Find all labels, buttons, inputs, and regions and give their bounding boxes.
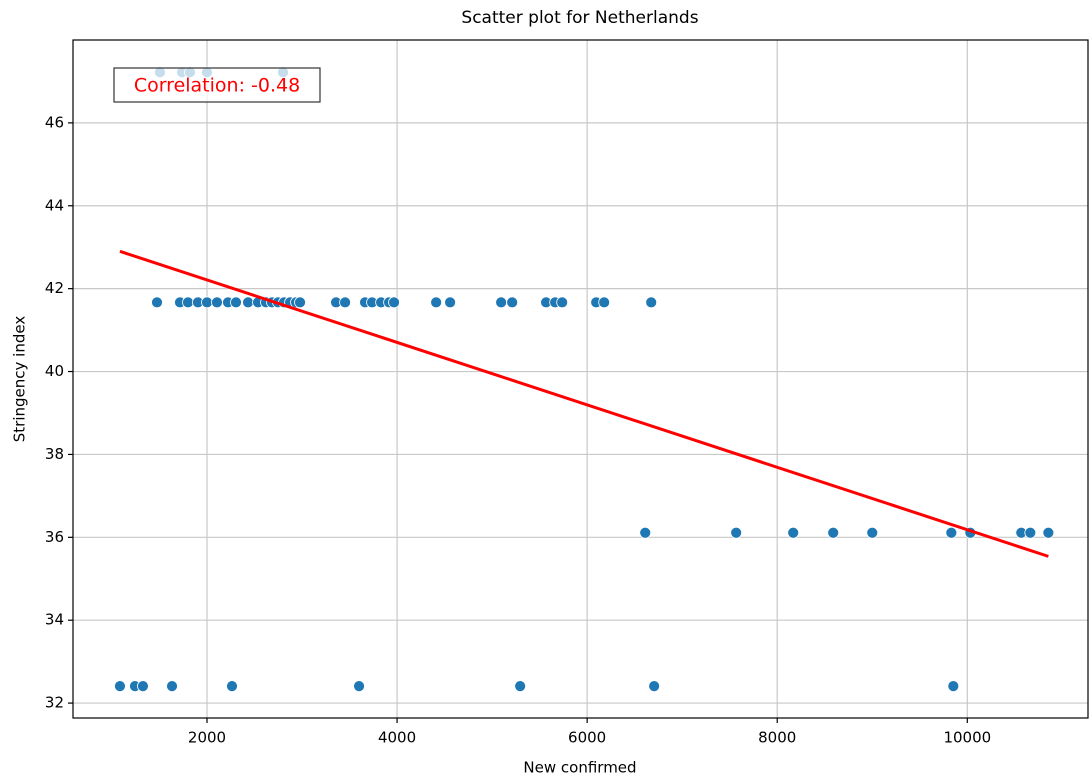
chart-title: Scatter plot for Netherlands — [461, 8, 698, 28]
point — [866, 526, 879, 539]
point — [137, 680, 149, 692]
y-tick-label: 40 — [45, 362, 64, 380]
y-tick-label: 44 — [45, 196, 64, 214]
y-tick-label: 32 — [45, 694, 64, 712]
point — [294, 296, 306, 309]
point — [495, 296, 508, 309]
point — [787, 526, 800, 539]
point — [945, 526, 958, 539]
x-axis-label: New confirmed — [523, 759, 636, 777]
y-tick-label: 36 — [45, 528, 64, 546]
point — [151, 296, 163, 309]
annotation: Correlation: -0.48 — [134, 75, 300, 97]
y-tick-label: 38 — [45, 445, 64, 463]
point — [827, 526, 840, 539]
point — [339, 296, 351, 309]
point — [598, 296, 611, 309]
point — [211, 296, 223, 309]
point — [242, 296, 254, 309]
x-tick-label: 8000 — [758, 729, 796, 747]
point — [645, 296, 658, 309]
point — [1024, 526, 1037, 539]
point — [556, 296, 569, 309]
x-tick-label: 4000 — [378, 729, 416, 747]
point — [648, 680, 661, 692]
point — [1042, 526, 1055, 539]
point — [430, 296, 443, 309]
point — [506, 296, 519, 309]
y-tick-label: 42 — [45, 279, 64, 297]
point — [226, 680, 238, 692]
point — [182, 296, 194, 309]
plot-frame — [72, 39, 1089, 719]
x-tick-label: 6000 — [568, 729, 606, 747]
point — [166, 680, 178, 692]
y-tick-label: 34 — [45, 611, 64, 629]
annotation-box — [113, 67, 321, 103]
x-tick-label: 10000 — [943, 729, 991, 747]
point — [730, 526, 743, 539]
y-tick-label: 46 — [45, 113, 64, 131]
point — [114, 680, 126, 692]
point — [947, 680, 960, 692]
y-axis-label: Stringency index — [11, 316, 29, 443]
point — [201, 296, 213, 309]
point — [514, 680, 527, 692]
point — [444, 296, 457, 309]
point — [388, 296, 400, 309]
point — [639, 526, 652, 539]
point — [353, 680, 365, 692]
x-tick-label: 2000 — [188, 729, 226, 747]
point — [230, 296, 242, 309]
fit-line — [119, 249, 1049, 558]
